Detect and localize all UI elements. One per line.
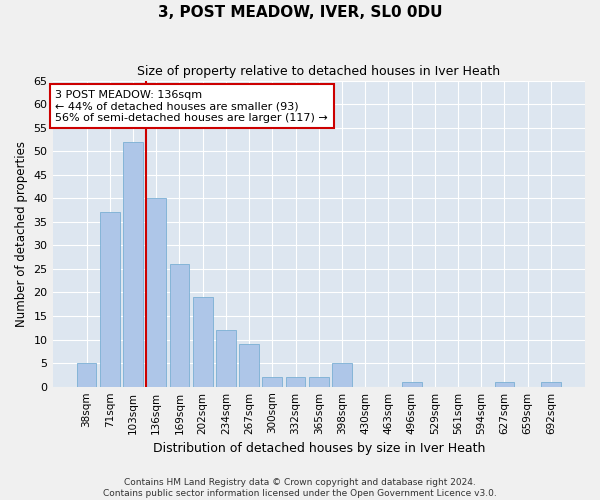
Bar [262,378,282,386]
Bar [402,382,422,386]
Bar [100,212,119,386]
Bar [239,344,259,387]
Bar [541,382,561,386]
Y-axis label: Number of detached properties: Number of detached properties [15,140,28,326]
Bar [216,330,236,386]
Bar [494,382,514,386]
Bar [332,363,352,386]
Text: 3, POST MEADOW, IVER, SL0 0DU: 3, POST MEADOW, IVER, SL0 0DU [158,5,442,20]
Bar [170,264,190,386]
Bar [309,378,329,386]
Text: 3 POST MEADOW: 136sqm
← 44% of detached houses are smaller (93)
56% of semi-deta: 3 POST MEADOW: 136sqm ← 44% of detached … [55,90,328,123]
Bar [146,198,166,386]
Bar [123,142,143,386]
Bar [77,363,97,386]
Title: Size of property relative to detached houses in Iver Heath: Size of property relative to detached ho… [137,65,500,78]
X-axis label: Distribution of detached houses by size in Iver Heath: Distribution of detached houses by size … [152,442,485,455]
Text: Contains HM Land Registry data © Crown copyright and database right 2024.
Contai: Contains HM Land Registry data © Crown c… [103,478,497,498]
Bar [193,297,212,386]
Bar [286,378,305,386]
